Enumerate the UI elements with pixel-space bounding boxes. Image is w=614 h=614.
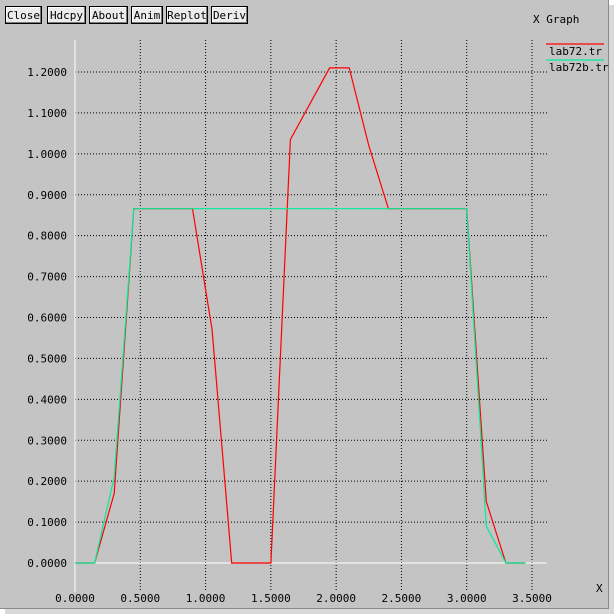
series-line-1 [75, 208, 526, 564]
legend-label: lab72b.tr [549, 61, 609, 74]
y-tick-label: 1.0000 [27, 148, 67, 161]
y-tick-label: 0.7000 [27, 271, 67, 284]
y-tick-label: 0.4000 [27, 393, 67, 406]
y-tick-label: 0.9000 [27, 189, 67, 202]
tick-labels: 0.0000 0.5000 1.0000 1.5000 2.0000 2.5000 3.00… [27, 66, 552, 605]
y-tick-label: 1.2000 [27, 66, 67, 79]
x-tick-label: 3.5000 [512, 592, 552, 605]
close-button[interactable]: Close [5, 6, 42, 24]
x-tick-label: 1.5000 [251, 592, 291, 605]
x-tick-label: 3.0000 [447, 592, 487, 605]
about-button[interactable]: About [89, 6, 128, 24]
y-tick-label: 1.1000 [27, 107, 67, 120]
y-tick-label: 0.3000 [27, 434, 67, 447]
x-tick-label: 2.0000 [316, 592, 356, 605]
y-tick-label: 0.2000 [27, 475, 67, 488]
legend: lab72.tr lab72b.tr [546, 43, 609, 74]
grid-layer [75, 40, 547, 592]
x-axis-label: X [596, 582, 603, 595]
deriv-button[interactable]: Deriv [211, 6, 248, 24]
hdcpy-button[interactable]: Hdcpy [47, 6, 86, 24]
axis-layer [74, 40, 547, 592]
x-tick-label: 0.0000 [55, 592, 95, 605]
legend-label: lab72.tr [549, 45, 602, 58]
series-layer [75, 67, 526, 564]
replot-button[interactable]: Replot [166, 6, 208, 24]
y-tick-label: 0.1000 [27, 516, 67, 529]
window-title: X Graph [533, 13, 580, 26]
y-tick-label: 0.6000 [27, 312, 67, 325]
x-tick-label: 1.0000 [186, 592, 226, 605]
series-line-0 [75, 67, 526, 564]
anim-button[interactable]: Anim [131, 6, 163, 24]
x-tick-label: 2.5000 [382, 592, 422, 605]
y-tick-label: 0.5000 [27, 352, 67, 365]
y-tick-label: 0.0000 [27, 557, 67, 570]
x-tick-label: 0.5000 [120, 592, 160, 605]
y-tick-label: 0.8000 [27, 230, 67, 243]
